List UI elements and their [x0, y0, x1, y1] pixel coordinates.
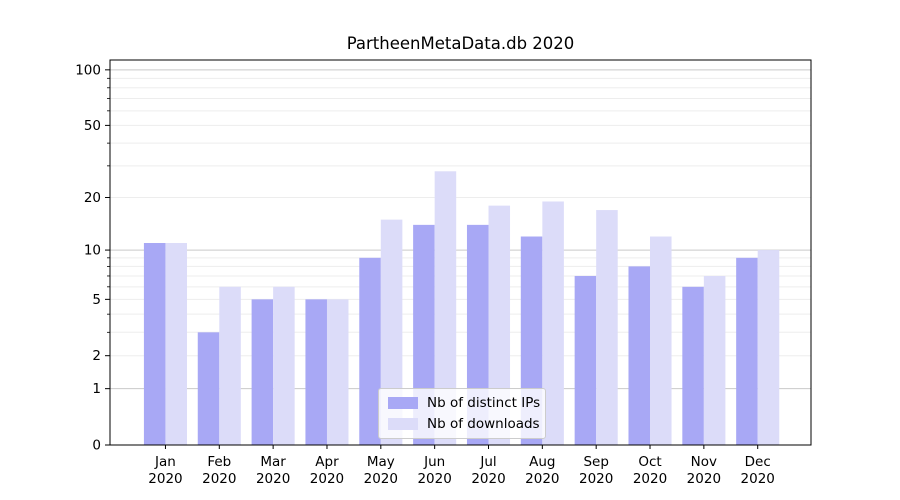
bar-downloads-jan [165, 243, 187, 445]
bar-downloads-apr [326, 299, 349, 445]
x-tick-label-year: 2020 [741, 471, 775, 487]
x-tick-label-month: Nov [691, 454, 717, 470]
x-tick-label-year: 2020 [579, 471, 613, 487]
y-tick-label: 2 [92, 348, 101, 364]
x-tick-label-month: Jan [154, 454, 176, 470]
y-tick-label: 1 [92, 381, 101, 397]
x-tick-label-month: May [367, 454, 395, 470]
x-tick-label-year: 2020 [471, 471, 505, 487]
bar-distinct-ips-may [359, 257, 381, 445]
bar-downloads-aug [542, 201, 564, 445]
x-tick-label-month: Mar [260, 454, 286, 470]
x-tick-label-year: 2020 [256, 471, 290, 487]
bar-distinct-ips-oct [628, 266, 651, 445]
legend-swatch-downloads [388, 418, 418, 430]
bar-downloads-mar [273, 286, 295, 445]
bar-distinct-ips-nov [682, 286, 704, 445]
y-tick-label: 50 [84, 118, 101, 134]
x-tick-label-month: Dec [745, 454, 771, 470]
bar-distinct-ips-mar [251, 299, 274, 445]
legend-item-downloads: Nb of downloads [388, 416, 540, 432]
bar-distinct-ips-jan [143, 243, 166, 445]
x-tick-label-month: Jun [423, 454, 445, 470]
bar-downloads-sep [596, 210, 618, 445]
x-tick-label-year: 2020 [417, 471, 451, 487]
x-tick-label-year: 2020 [687, 471, 721, 487]
x-tick-label-year: 2020 [364, 471, 398, 487]
y-tick-label: 20 [84, 190, 101, 206]
x-tick-label-month: Sep [583, 454, 608, 470]
bar-distinct-ips-sep [574, 275, 597, 445]
legend-item-distinct-ips: Nb of distinct IPs [388, 395, 540, 411]
bar-downloads-dec [757, 250, 780, 445]
y-tick-label: 5 [92, 292, 101, 308]
legend-swatch-distinct-ips [388, 397, 418, 409]
y-tick-label: 100 [75, 62, 101, 78]
chart-title: PartheenMetaData.db 2020 [346, 34, 575, 53]
bar-distinct-ips-apr [305, 299, 327, 445]
bar-downloads-jun [434, 171, 457, 445]
x-tick-label-year: 2020 [148, 471, 182, 487]
legend-label-downloads: Nb of downloads [427, 416, 540, 432]
x-tick-label-year: 2020 [202, 471, 236, 487]
x-tick-label-month: Jul [479, 454, 496, 470]
x-tick-label-year: 2020 [310, 471, 344, 487]
bar-distinct-ips-dec [736, 257, 758, 445]
x-tick-label-month: Feb [207, 454, 231, 470]
y-tick-label: 10 [84, 243, 101, 259]
bar-downloads-feb [219, 286, 241, 445]
x-tick-label-month: Apr [315, 454, 339, 470]
y-tick-label: 0 [92, 438, 101, 454]
plot-border [109, 59, 812, 446]
bar-downloads-nov [703, 275, 726, 445]
bar-downloads-oct [650, 236, 672, 445]
legend-label-distinct-ips: Nb of distinct IPs [427, 395, 541, 411]
bar-distinct-ips-feb [197, 332, 220, 445]
legend: Nb of distinct IPs Nb of downloads [378, 388, 546, 439]
x-tick-label-year: 2020 [633, 471, 667, 487]
bar-downloads-jul [488, 205, 511, 445]
x-tick-label-year: 2020 [525, 471, 559, 487]
x-tick-label-month: Oct [638, 454, 661, 470]
x-tick-label-month: Aug [529, 454, 555, 470]
